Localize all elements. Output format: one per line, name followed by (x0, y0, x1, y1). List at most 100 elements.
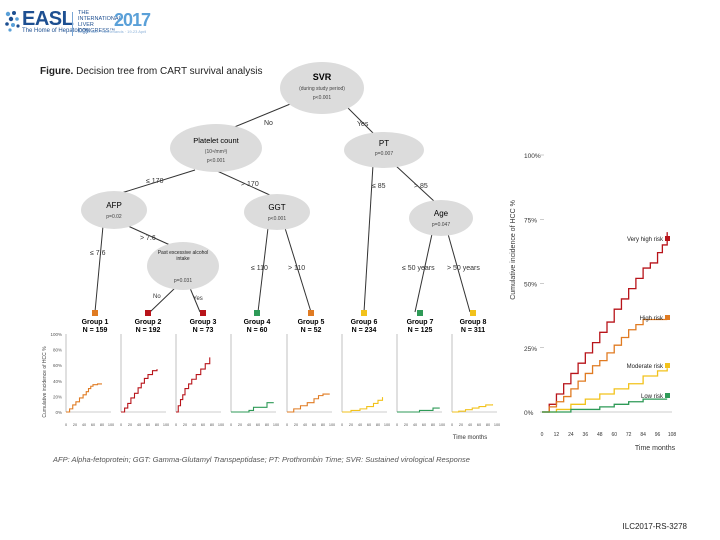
risk-series-line (542, 398, 668, 413)
node-age-ellipse (409, 200, 473, 236)
big-chart-series (542, 232, 668, 413)
small-ytick-label: 0% (55, 410, 62, 415)
figure-title-text: Decision tree from CART survival analysi… (73, 66, 263, 77)
legend-label: Very high risk (627, 237, 664, 243)
panel-7: 0 20 40 60 80 100 (396, 334, 445, 427)
panel-xtick-label: 0 (120, 423, 122, 427)
big-xtick-label: 60 (611, 432, 617, 438)
tree-nodes: SVR (during study period) p<0.001 Platel… (81, 62, 473, 290)
edge-alc-no (149, 287, 176, 313)
group-n: N = 311 (461, 327, 485, 334)
panel-xtick-label: 40 (137, 423, 141, 427)
panel-xtick-label: 100 (384, 423, 390, 427)
group-label: Group 3 (190, 319, 217, 326)
panel-xtick-label: 0 (396, 423, 398, 427)
small-charts-xlabel: Time months (453, 435, 487, 441)
edge-label-alc-no: No (153, 294, 161, 300)
panel-4: 0 20 40 60 80 100 (230, 334, 279, 427)
edge-label-plt-gt: > 170 (241, 181, 259, 188)
legend-swatch (665, 363, 670, 368)
panel-xtick-label: 100 (494, 423, 500, 427)
big-xtick-label: 48 (597, 432, 603, 438)
edge-label-afp-gt: > 7.6 (140, 235, 156, 242)
panel-xtick-label: 40 (303, 423, 307, 427)
panel-xtick-label: 40 (358, 423, 362, 427)
panel-xtick-label: 80 (321, 423, 325, 427)
edge-ggt-gt (284, 227, 312, 313)
panel-xtick-label: 80 (100, 423, 104, 427)
big-xtick-label: 84 (640, 432, 646, 438)
big-xtick-label: 24 (568, 432, 574, 438)
panel-xtick-label: 20 (73, 423, 77, 427)
edge-age-gt (447, 233, 471, 313)
node-alcohol-title-box: Past excessive alcohol intake (157, 250, 209, 262)
small-charts-yticks: 100% 80% 60% 40% 20% 0% (50, 332, 62, 415)
big-xtick-label: 0 (541, 432, 544, 438)
big-ytick-label: 50% (524, 282, 537, 289)
risk-series-line (542, 318, 668, 413)
node-alcohol-title: Past excessive alcohol intake (157, 250, 209, 262)
big-chart-xlabel: Time months (635, 445, 676, 452)
panel-xtick-label: 0 (65, 423, 67, 427)
node-pt-p: p=0.007 (375, 151, 393, 157)
edge-label-pt-gt: > 85 (414, 183, 428, 190)
small-ytick-label: 100% (50, 332, 62, 337)
edge-age-le (414, 233, 433, 313)
figure-caption: AFP: Alpha-fetoprotein; GGT: Gamma-Gluta… (53, 455, 470, 464)
node-pt-ellipse (344, 132, 424, 168)
small-ytick-label: 80% (53, 348, 62, 353)
group-incidence-charts: Cumulative incidence of HCC % 100% 80% 60%… (42, 332, 500, 441)
edge-label-afp-le: ≤ 7.6 (90, 250, 106, 257)
panel-xtick-label: 0 (175, 423, 177, 427)
group-label: Group 4 (244, 319, 271, 326)
risk-series-line (542, 232, 668, 413)
logo-separator (72, 12, 73, 36)
panel-xtick-label: 20 (459, 423, 463, 427)
group-label: Group 6 (351, 319, 378, 326)
panel-series-line (176, 357, 211, 413)
panel-xtick-label: 100 (329, 423, 335, 427)
panel-xtick-label: 100 (439, 423, 445, 427)
panel-xtick-label: 20 (238, 423, 242, 427)
tree-edge-labels: No Yes ≤ 170 > 170 ≤ 85 > 85 ≤ 7.6 > 7.6… (90, 120, 480, 302)
figure-title: Figure. Decision tree from CART survival… (40, 66, 262, 77)
congress-subtitle: Amsterdam · Netherlands · 19-23 April (78, 29, 147, 34)
edge-pt-gt (394, 164, 436, 203)
legend-swatch (665, 236, 670, 241)
node-svr-sub: (during study period) (299, 86, 345, 92)
panel-1: 0 20 40 60 80 100 (65, 334, 114, 427)
panel-8: 0 20 40 60 80 100 (451, 334, 500, 427)
small-charts-ylabel: Cumulative incidence of HCC % (42, 346, 48, 418)
panel-xtick-label: 60 (477, 423, 481, 427)
panel-xtick-label: 80 (155, 423, 159, 427)
panel-2: 0 20 40 60 80 100 (120, 334, 169, 427)
big-xtick-label: 36 (583, 432, 589, 438)
group-marker (361, 310, 367, 316)
panel-xtick-label: 20 (294, 423, 298, 427)
logo-tagline: The Home of Hepatology (22, 28, 89, 34)
node-alcohol-ellipse (147, 242, 219, 290)
node-afp-title: AFP (106, 201, 122, 210)
big-chart-axes: 100% 75% 50% 25% 0% 0 12 24 36 48 60 72 84 96 108 (524, 153, 676, 438)
edge-label-alc-yes: Yes (193, 296, 203, 302)
group-label: Group 8 (460, 319, 487, 326)
group-marker (308, 310, 314, 316)
group-n: N = 159 (83, 327, 108, 334)
panel-xtick-label: 0 (286, 423, 288, 427)
node-age-p: p=0.047 (432, 222, 450, 228)
group-label: Group 5 (298, 319, 325, 326)
legend-label: Moderate risk (627, 364, 664, 370)
big-xtick-label: 12 (554, 432, 560, 438)
decision-tree: SVR (during study period) p<0.001 Platel… (81, 62, 487, 334)
big-xtick-label: 96 (655, 432, 661, 438)
panel-xtick-label: 20 (349, 423, 353, 427)
panel-series-line (121, 369, 158, 413)
edge-label-svr-no: No (264, 120, 273, 127)
panel-xtick-label: 100 (273, 423, 279, 427)
edge-label-ggt-le: ≤ 110 (251, 265, 268, 272)
small-ytick-label: 20% (53, 394, 62, 399)
risk-series-line (542, 368, 668, 413)
node-afp-p: p=0.02 (106, 214, 122, 220)
big-chart-legend: Very high risk High risk Moderate risk Low … (627, 236, 670, 400)
panel-xtick-label: 60 (201, 423, 205, 427)
